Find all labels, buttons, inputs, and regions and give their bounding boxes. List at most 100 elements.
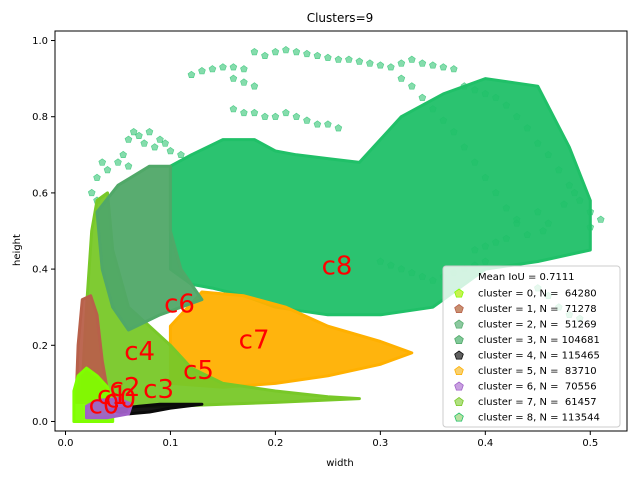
- outlier-point: [292, 112, 301, 120]
- x-tick-label: 0.2: [267, 438, 283, 449]
- legend-entry: cluster = 2, N = 51269: [478, 320, 597, 331]
- outlier-point: [208, 65, 217, 73]
- cluster-label: c6: [164, 289, 195, 319]
- cluster-label: c8: [322, 251, 353, 281]
- cluster-label: c7: [239, 326, 270, 356]
- outlier-point: [135, 131, 143, 139]
- outlier-point: [145, 128, 154, 136]
- outlier-point: [240, 65, 248, 73]
- outlier-point: [313, 51, 322, 59]
- outlier-point: [229, 74, 238, 82]
- y-tick-label: 0.0: [32, 417, 48, 428]
- cluster-label: c1: [97, 381, 128, 411]
- outlier-point: [187, 70, 196, 78]
- legend-marker: [454, 335, 464, 344]
- outlier-point: [334, 55, 343, 63]
- legend-entry: cluster = 8, N = 113544: [478, 413, 600, 424]
- outlier-point: [324, 53, 332, 61]
- outlier-point: [93, 173, 101, 181]
- x-tick-label: 0.4: [477, 438, 493, 449]
- outlier-point: [114, 158, 122, 166]
- legend-entry: cluster = 3, N = 104681: [478, 335, 600, 346]
- outlier-point: [150, 143, 159, 151]
- cluster-6-points: [85, 397, 134, 420]
- outlier-point: [376, 61, 385, 69]
- outlier-point: [240, 108, 248, 117]
- x-tick-label: 0.3: [372, 438, 388, 449]
- legend-marker: [454, 412, 464, 422]
- outlier-point: [418, 93, 427, 101]
- legend-marker: [454, 304, 464, 313]
- legend-marker: [454, 319, 464, 329]
- outlier-point: [261, 51, 269, 59]
- cluster-label: c4: [124, 337, 155, 367]
- outlier-point: [282, 108, 290, 117]
- outlier-point: [345, 55, 353, 63]
- outlier-point: [418, 59, 427, 67]
- chart-title: Clusters=9: [307, 11, 374, 25]
- outlier-point: [229, 63, 238, 71]
- outlier-point: [219, 63, 227, 71]
- outlier-point: [87, 188, 96, 197]
- legend-header: Mean IoU = 0.7111: [478, 272, 575, 283]
- outlier-point: [140, 139, 148, 147]
- cluster-label: c0: [89, 390, 120, 420]
- y-tick-label: 0.4: [32, 265, 48, 276]
- outlier-point: [397, 74, 406, 82]
- cluster-8-points: [168, 77, 592, 317]
- legend-marker: [454, 350, 464, 360]
- outlier-point: [229, 105, 238, 113]
- outlier-point: [98, 158, 107, 166]
- outlier-point: [366, 59, 374, 67]
- axes-frame: [54, 30, 628, 432]
- legend-marker: [454, 288, 464, 298]
- legend-entry: cluster = 6, N = 70556: [478, 382, 597, 393]
- legend-entry: cluster = 0, N = 64280: [478, 289, 597, 300]
- cluster-label: c0: [105, 385, 136, 415]
- outlier-point: [303, 49, 311, 58]
- outlier-point: [303, 116, 311, 124]
- outlier-point: [177, 150, 185, 158]
- legend-entry: cluster = 4, N = 115465: [478, 351, 600, 362]
- outlier-point: [124, 162, 133, 170]
- outlier-point: [313, 120, 322, 128]
- legend-marker: [454, 397, 464, 406]
- legend-entry: cluster = 1, N = 71278: [478, 304, 597, 315]
- outlier-point: [129, 128, 138, 136]
- y-tick-label: 0.6: [32, 188, 48, 199]
- cluster-label: c5: [183, 356, 214, 386]
- outlier-point: [124, 135, 133, 143]
- x-tick-label: 0.5: [582, 438, 598, 449]
- legend-box: [442, 265, 621, 428]
- y-tick-label: 1.0: [32, 36, 48, 47]
- outlier-point: [408, 55, 416, 63]
- x-tick-label: 0.1: [162, 438, 178, 449]
- outlier-point: [271, 48, 280, 56]
- legend-marker: [454, 366, 464, 375]
- legend-marker: [454, 381, 464, 391]
- legend-entry: cluster = 7, N = 61457: [478, 397, 597, 408]
- cluster-3-points: [95, 164, 204, 332]
- outlier-point: [198, 67, 206, 75]
- outlier-point: [250, 108, 259, 117]
- outlier-point: [103, 166, 112, 174]
- legend-entry: cluster = 5, N = 83710: [478, 366, 597, 377]
- outlier-point: [408, 82, 416, 90]
- cluster-5-points: [168, 290, 414, 389]
- outlier-point: [250, 82, 259, 90]
- cluster-label: c3: [143, 375, 174, 405]
- outlier-point: [156, 135, 164, 143]
- axis-ticks: 0.0 0.1 0.2 0.3 0.4 0.5 0.0 0.2 0.4 0.6 0.8 1.0: [32, 36, 598, 449]
- cluster-label: c2: [110, 373, 141, 403]
- cluster-4-points: [106, 402, 204, 416]
- outlier-point: [596, 215, 605, 223]
- outlier-point: [271, 112, 280, 120]
- plot-area: [72, 46, 605, 423]
- outlier-point: [282, 46, 290, 54]
- y-tick-label: 0.2: [32, 341, 48, 352]
- outlier-point: [334, 124, 343, 132]
- outlier-point: [439, 63, 448, 71]
- outlier-point: [261, 112, 269, 120]
